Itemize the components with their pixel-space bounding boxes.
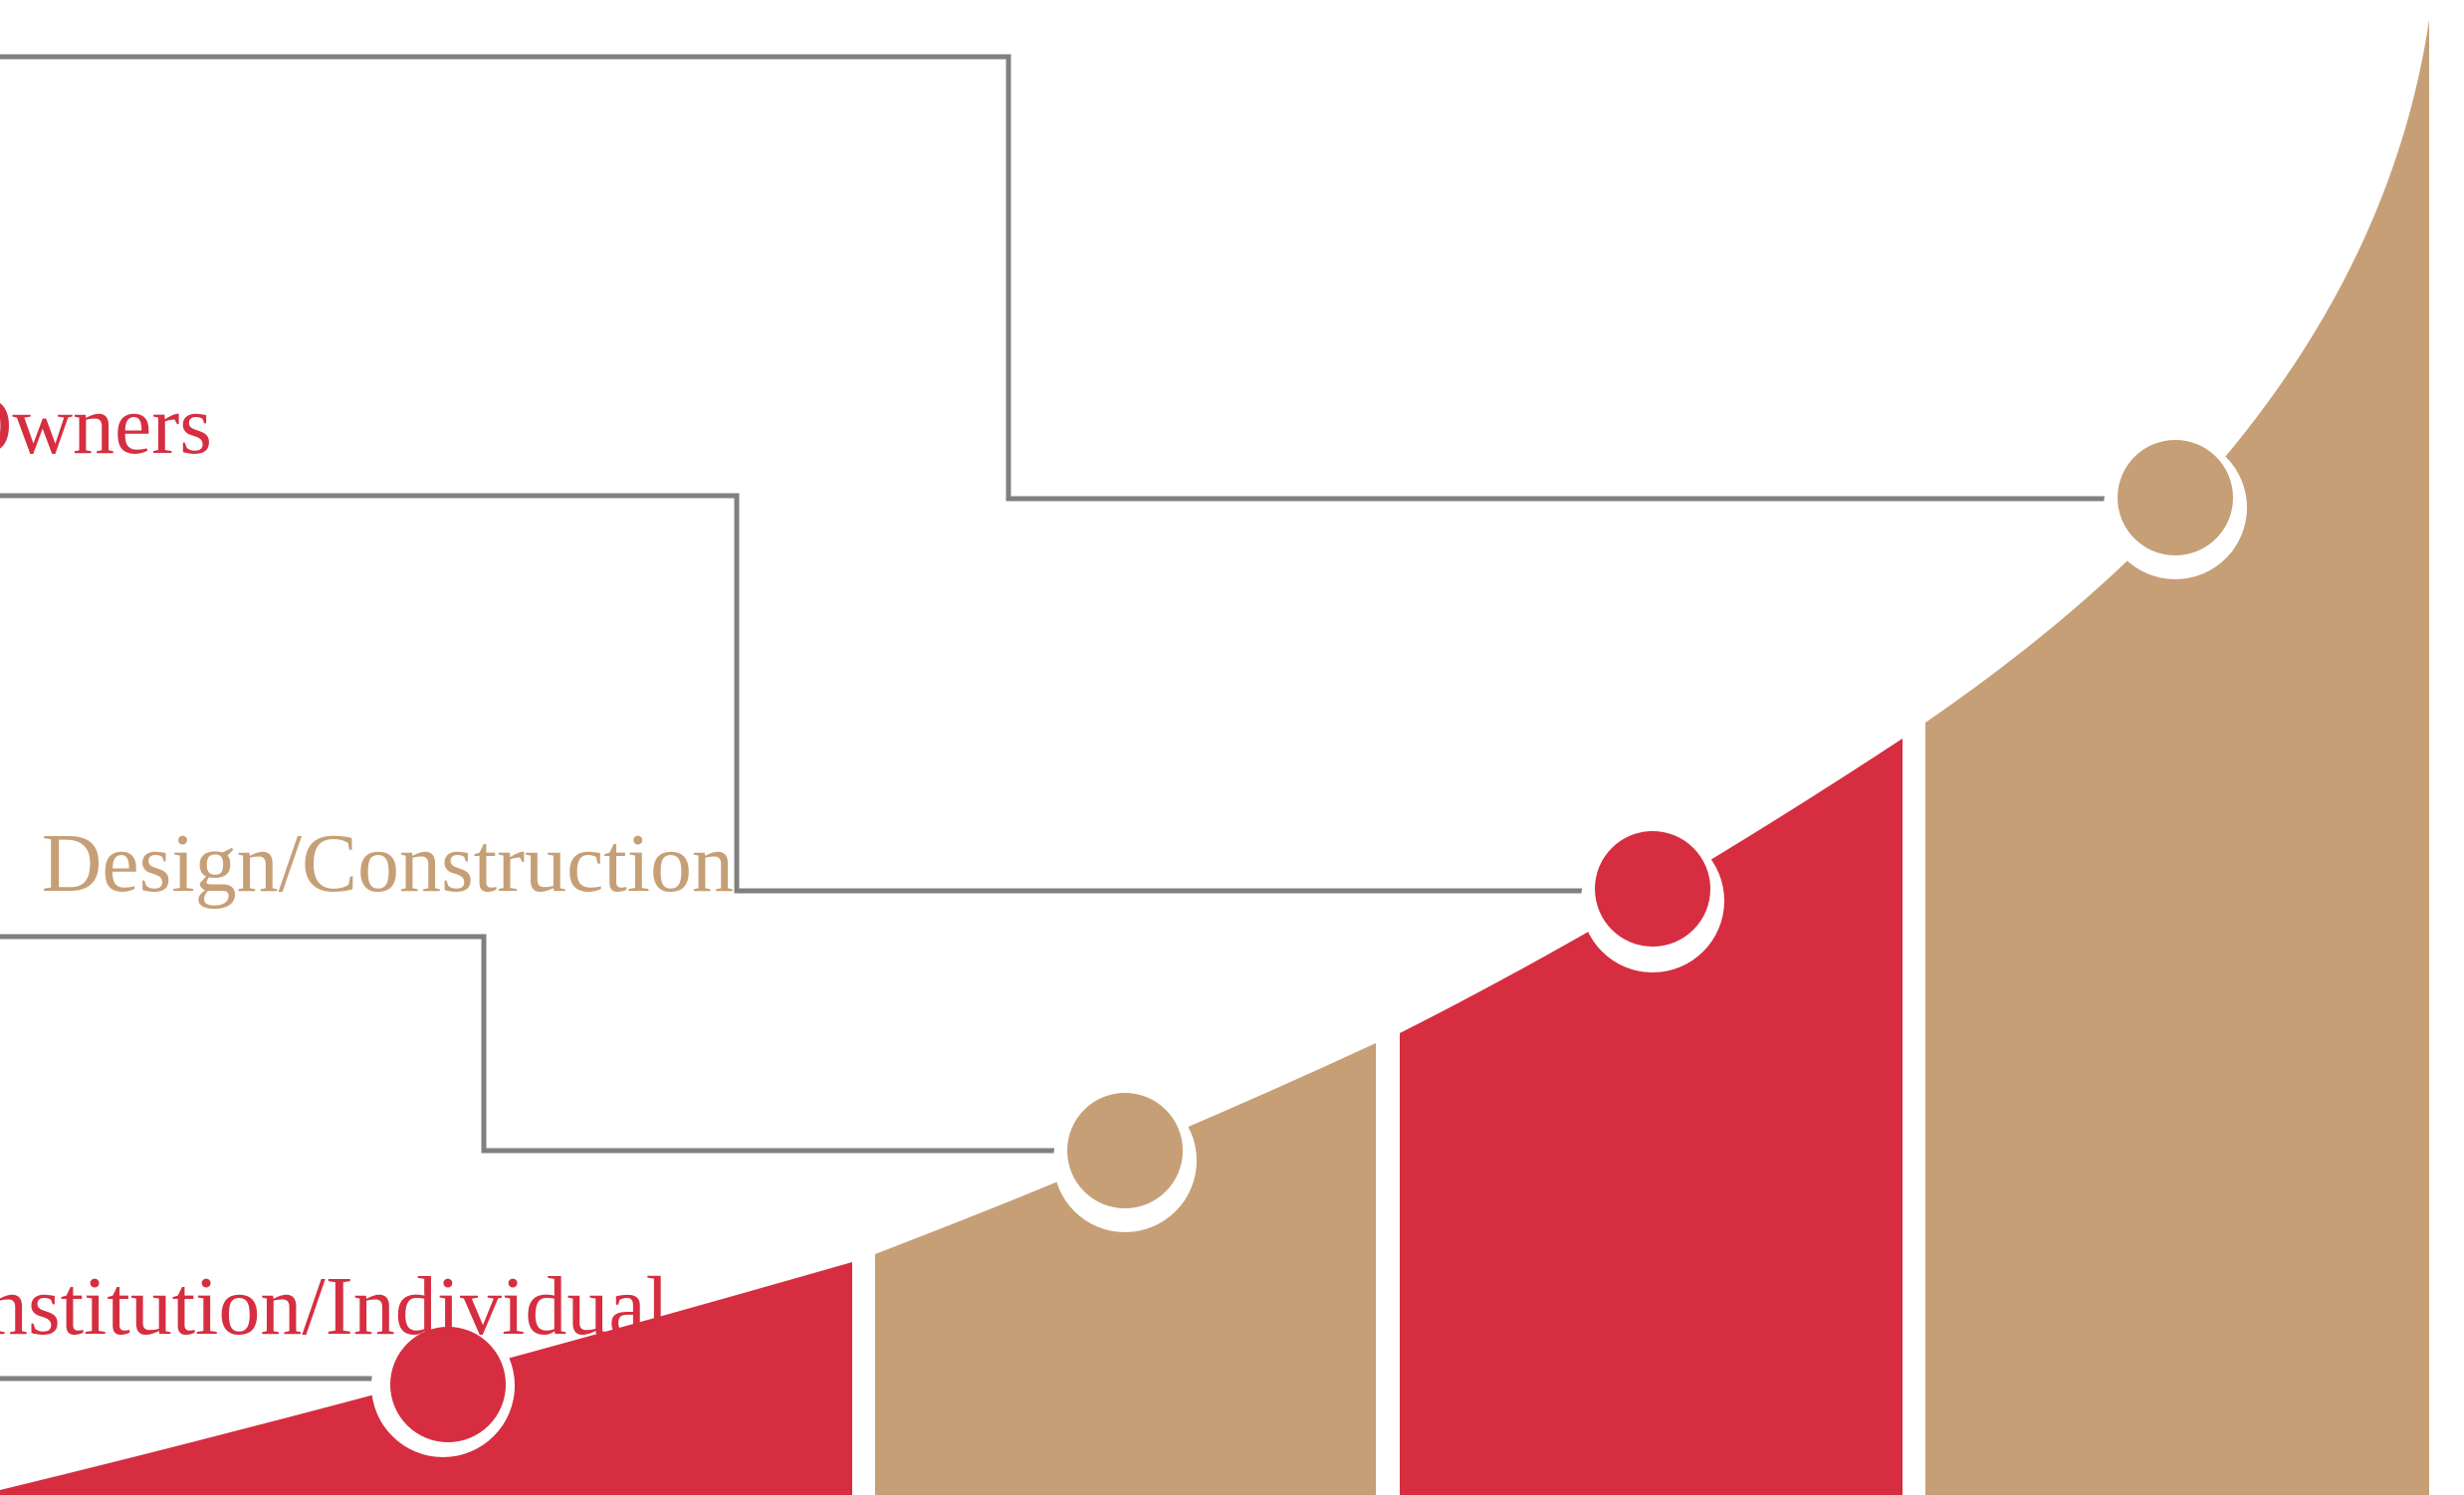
connector-government	[0, 54, 2121, 502]
node-owners	[1581, 829, 1724, 972]
node-government	[2104, 436, 2247, 579]
connector-owners	[0, 493, 1598, 894]
segment-3-red	[1400, 739, 1903, 1495]
connector-design	[0, 934, 1067, 1154]
segment-4-tan	[1925, 20, 2429, 1495]
label-design: Design/Construction	[42, 817, 734, 910]
label-institution: Institution/Individual	[0, 1260, 669, 1353]
segment-2-tan	[875, 1043, 1376, 1495]
label-government: Government/Association	[55, 0, 891, 9]
label-owners: Owners	[0, 379, 212, 472]
node-design	[1053, 1089, 1197, 1232]
segment-1-red	[0, 1262, 852, 1495]
node-institution	[371, 1314, 515, 1457]
